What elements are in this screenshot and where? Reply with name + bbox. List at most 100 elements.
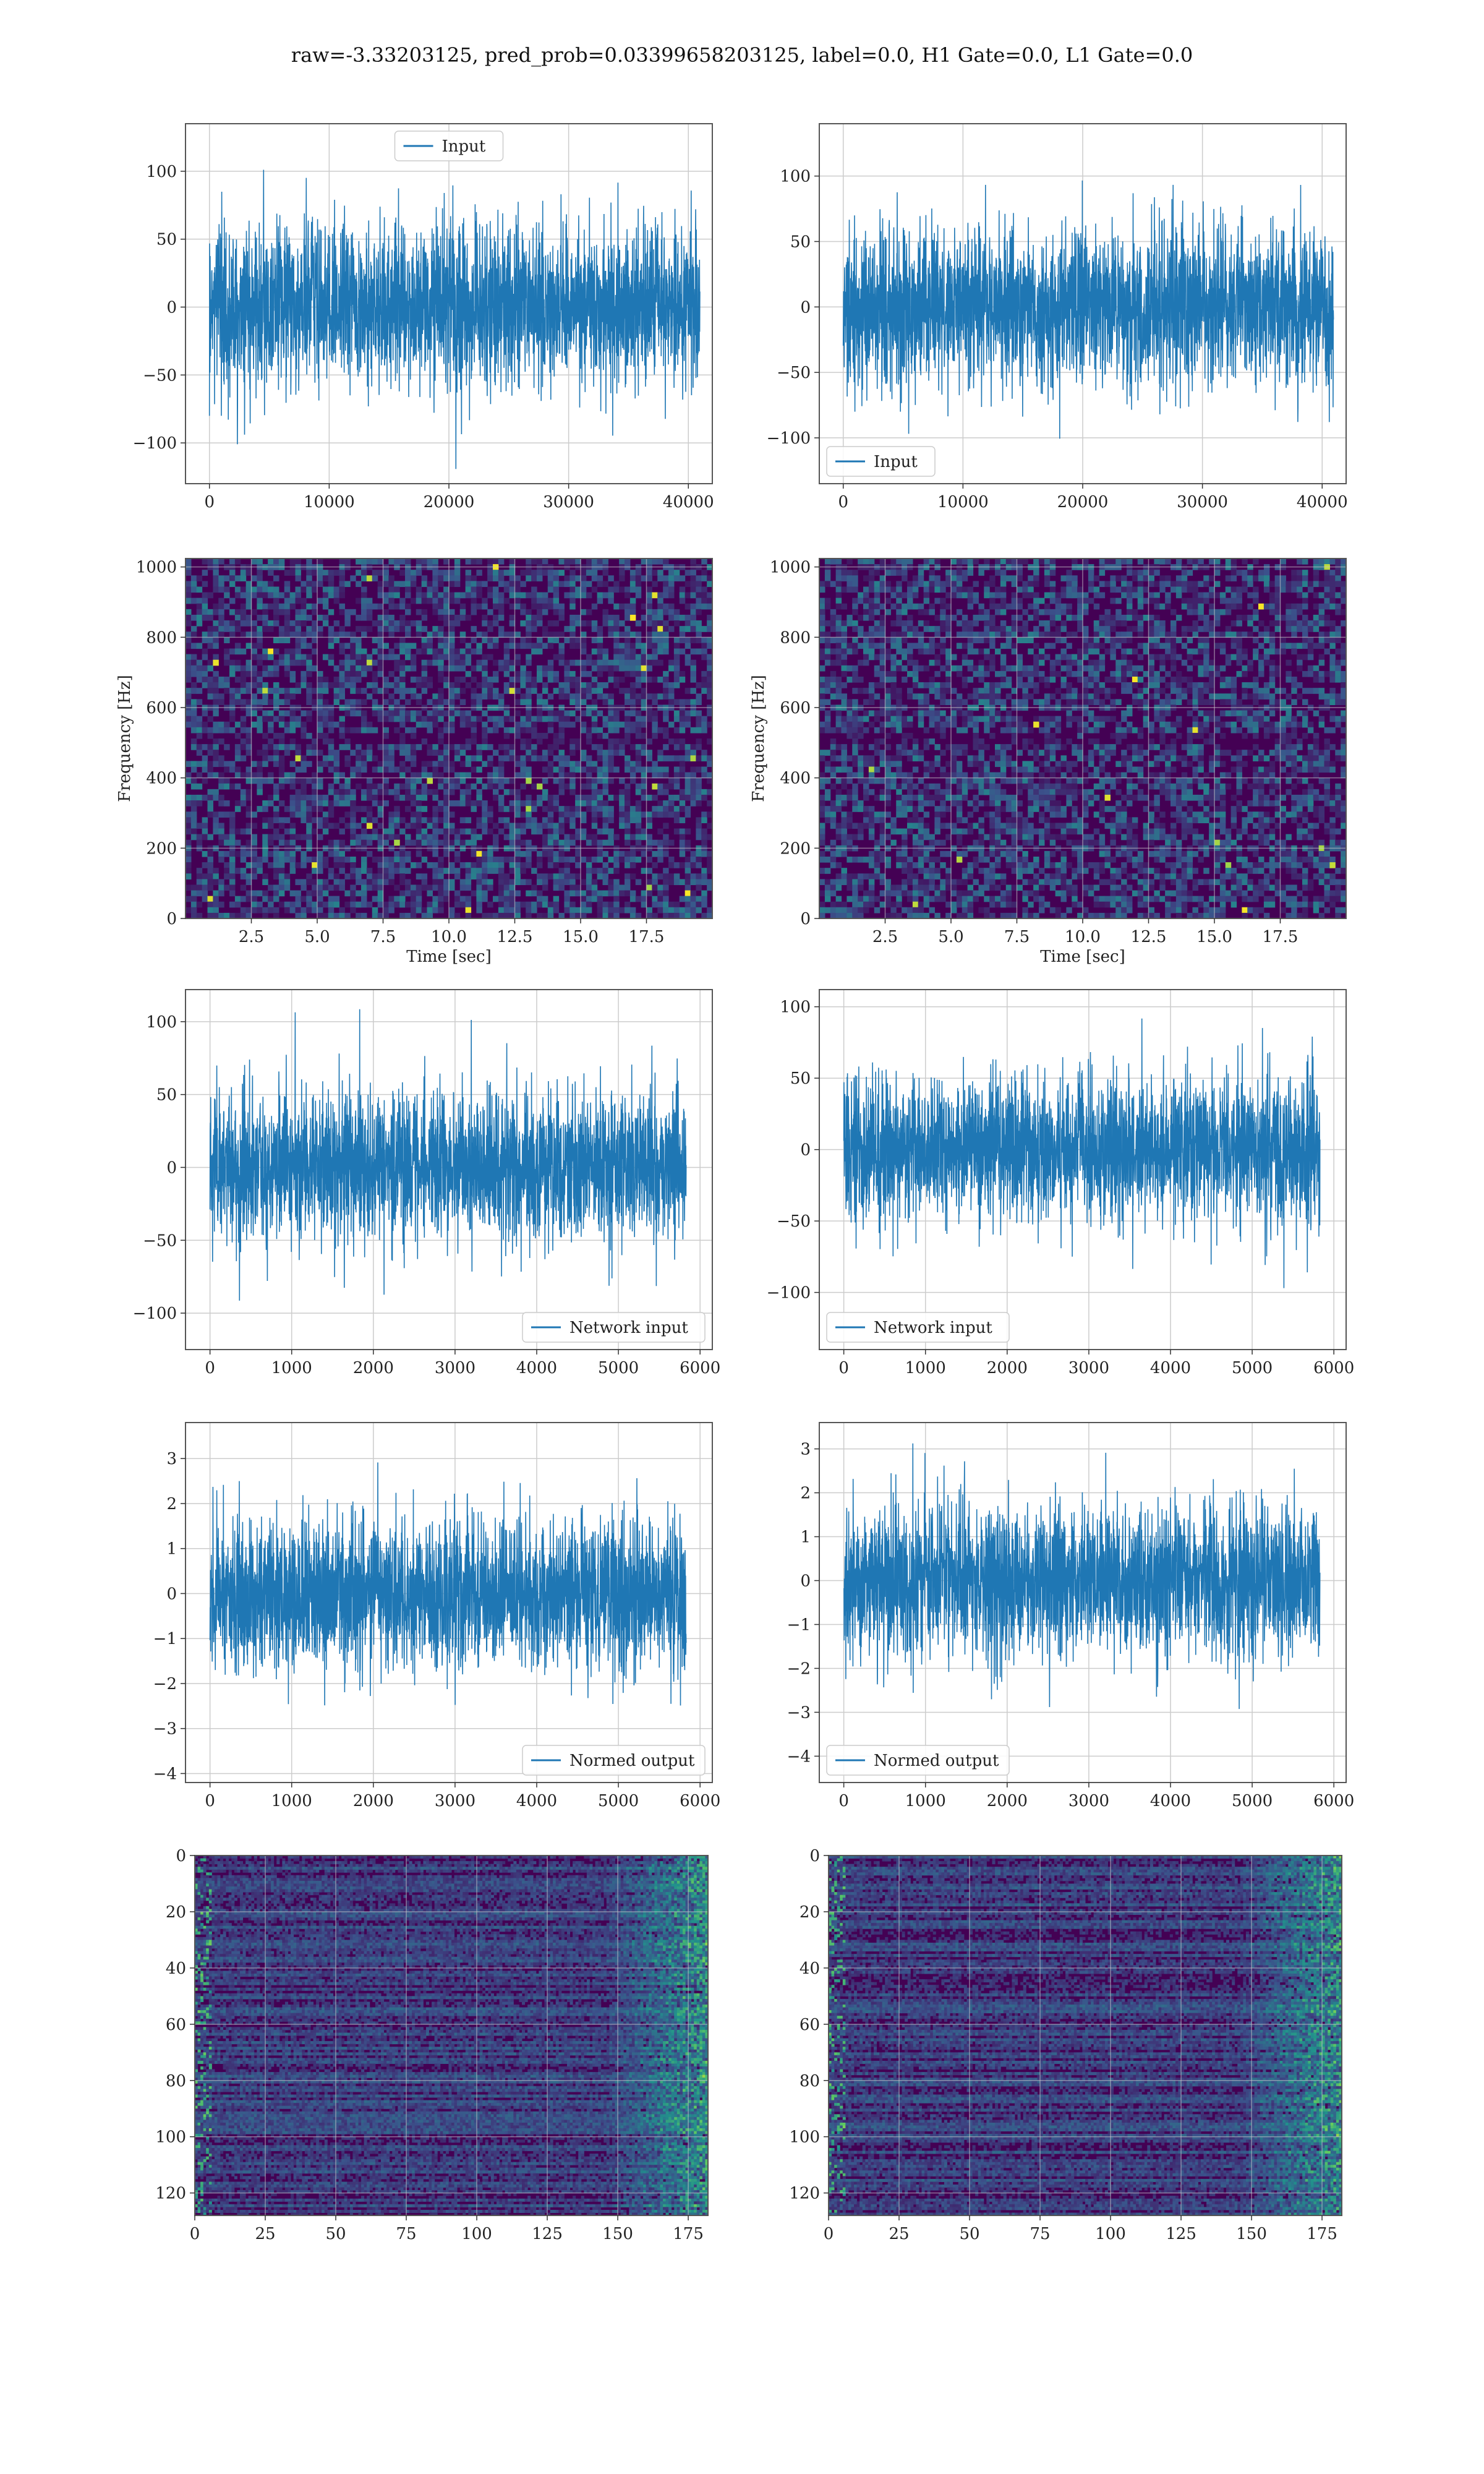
heatmap-cell	[471, 575, 477, 581]
heatmap-cell	[602, 806, 608, 812]
heatmap-cell	[245, 794, 252, 801]
heatmap-cell	[629, 693, 636, 700]
heatmap-cell	[569, 777, 576, 784]
heatmap-cell	[245, 839, 252, 846]
heatmap-cell	[487, 811, 493, 818]
heatmap-cell	[962, 643, 968, 649]
heatmap-cell	[476, 648, 482, 655]
heatmap-cell	[558, 772, 565, 779]
heatmap-cell	[257, 766, 263, 773]
heatmap-cell	[896, 637, 902, 643]
heatmap-cell	[608, 766, 614, 773]
heatmap-cell	[356, 626, 362, 632]
heatmap-cell	[213, 631, 219, 638]
heatmap-cell	[951, 901, 957, 908]
heatmap-cell	[476, 890, 482, 897]
heatmap-cell	[896, 570, 902, 576]
heatmap-cell	[673, 879, 680, 886]
heatmap-cell	[537, 856, 543, 863]
x-tick-label: 30000	[543, 493, 594, 511]
heatmap-cell	[273, 586, 279, 593]
heatmap-cell	[399, 850, 406, 857]
heatmap-cell	[503, 570, 510, 576]
heatmap-cell	[202, 766, 208, 773]
y-tick-label: 50	[790, 233, 811, 251]
heatmap-cell	[868, 626, 875, 632]
heatmap-cell	[284, 699, 291, 706]
heatmap-cell	[841, 699, 847, 706]
heatmap-cell	[366, 693, 373, 700]
heatmap-cell	[289, 806, 296, 812]
heatmap-cell	[553, 738, 560, 745]
heatmap-cell	[207, 834, 213, 841]
heatmap-cell	[547, 676, 554, 683]
heatmap-cell	[383, 626, 389, 632]
heatmap-cell	[196, 901, 203, 908]
heatmap-cell	[273, 856, 279, 863]
heatmap-cell	[896, 710, 902, 717]
heatmap-cell	[295, 755, 301, 761]
heatmap-cell	[322, 676, 329, 683]
heatmap-cell	[835, 721, 842, 728]
heatmap-cell	[399, 676, 406, 683]
heatmap-cell	[885, 856, 891, 863]
heatmap-cell	[690, 896, 696, 902]
heatmap-cell	[186, 586, 192, 593]
heatmap-cell	[350, 828, 356, 835]
heatmap-cell	[830, 856, 837, 863]
heatmap-cell	[531, 755, 537, 761]
heatmap-cell	[465, 912, 472, 918]
heatmap-cell	[625, 716, 631, 722]
heatmap-cell	[569, 721, 576, 728]
heatmap-cell	[575, 828, 581, 835]
heatmap-cell	[520, 868, 526, 874]
heatmap-cell	[273, 637, 279, 643]
heatmap-cell	[929, 710, 935, 717]
heatmap-cell	[918, 755, 924, 761]
heatmap-cell	[405, 750, 411, 756]
heatmap-cell	[394, 682, 400, 688]
heatmap-cell	[629, 766, 636, 773]
heatmap-cell	[896, 688, 902, 694]
heatmap-cell	[923, 823, 930, 829]
heatmap-cell	[509, 665, 516, 672]
heatmap-cell	[213, 721, 219, 728]
heatmap-cell	[531, 868, 537, 874]
heatmap-cell	[608, 586, 614, 593]
heatmap-cell	[858, 716, 864, 722]
heatmap-cell	[399, 710, 406, 717]
heatmap-cell	[454, 620, 461, 627]
heatmap-cell	[652, 761, 658, 768]
heatmap-cell	[918, 912, 924, 918]
heatmap-cell	[586, 570, 592, 576]
heatmap-cell	[482, 856, 488, 863]
heatmap-cell	[646, 811, 652, 818]
heatmap-cell	[268, 721, 274, 728]
heatmap-cell	[613, 654, 620, 661]
heatmap-cell	[240, 665, 247, 672]
heatmap-cell	[251, 834, 257, 841]
heatmap-cell	[619, 620, 625, 627]
heatmap-cell	[487, 868, 493, 874]
heatmap-cell	[619, 575, 625, 581]
heatmap-cell	[707, 856, 712, 863]
heatmap-cell	[835, 643, 842, 649]
heatmap-cell	[890, 884, 897, 891]
heatmap-cell	[531, 676, 537, 683]
heatmap-cell	[890, 777, 897, 784]
heatmap-cell	[945, 879, 952, 886]
heatmap-cell	[421, 592, 428, 599]
heatmap-cell	[245, 750, 252, 756]
heatmap-cell	[498, 879, 505, 886]
heatmap-cell	[278, 856, 285, 863]
heatmap-cell	[339, 907, 345, 914]
heatmap-cell	[229, 575, 236, 581]
heatmap-cell	[493, 575, 499, 581]
heatmap-cell	[350, 862, 356, 868]
heatmap-cell	[328, 823, 335, 829]
heatmap-cell	[344, 738, 351, 745]
heatmap-cell	[951, 750, 957, 756]
heatmap-cell	[608, 750, 614, 756]
heatmap-cell	[202, 862, 208, 868]
